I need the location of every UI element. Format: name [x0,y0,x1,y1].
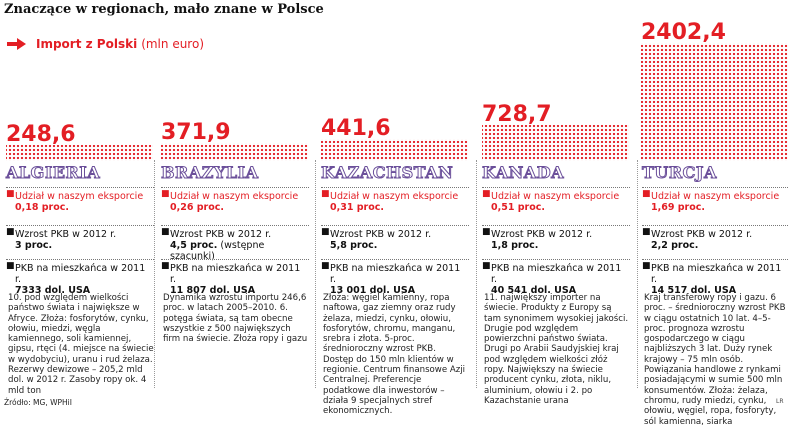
gdp-per-capita-value: 11 807 dol. USA [170,285,256,296]
gdp-per-capita-value: 13 001 dol. USA [330,285,416,296]
gdp-per-capita-label: PKB na mieszkańca w 2011 r. [330,263,461,285]
bar-kazachstan [321,139,468,161]
bar-turcja [641,43,788,161]
export-share-label: Udział w naszym eksporcie [15,191,144,202]
export-share-label: Udział w naszym eksporcie [330,191,459,202]
gdp-per-capita-label: PKB na mieszkańca w 2011 r. [491,263,622,285]
square-bullet-icon: ■ [161,189,170,199]
gdp-per-capita-block: ■ PKB na mieszkańca w 2011 r. 14 517 dol. … [642,259,788,296]
square-bullet-icon: ■ [642,261,651,271]
gdp-growth-value: 2,2 proc. [651,240,699,251]
bar-value-label: 2402,4 [641,20,726,45]
gdp-growth-block: ■ Wzrost PKB w 2012 r. 1,8 proc. [482,225,630,259]
arrow-right-icon [7,38,26,50]
square-bullet-icon: ■ [321,261,330,271]
gdp-per-capita-block: ■ PKB na mieszkańca w 2011 r. 7333 dol. US… [6,259,154,296]
bar-value-label: 441,6 [321,116,391,141]
square-bullet-icon: ■ [6,261,15,271]
bar-algieria [6,145,153,161]
column-separator [154,160,155,388]
gdp-growth-block: ■ Wzrost PKB w 2012 r. 2,2 proc. [642,225,788,259]
square-bullet-icon: ■ [642,189,651,199]
gdp-growth-block: ■ Wzrost PKB w 2012 r. 3 proc. [6,225,154,259]
country-name: TURCJA [642,163,717,183]
country-name: BRAZYLIA [161,163,259,183]
square-bullet-icon: ■ [321,227,330,237]
export-share-value: 0,26 proc. [170,202,224,213]
country-description: Kraj transferowy ropy i gazu. 6 proc. – … [644,293,786,427]
gdp-growth-note: (wstępne szacunki) [170,240,265,262]
gdp-per-capita-label: PKB na mieszkańca w 2011 r. [651,263,782,285]
gdp-growth-block: ■ Wzrost PKB w 2012 r. 5,8 proc. [321,225,469,259]
export-share-value: 0,18 proc. [15,202,69,213]
bar-value-label: 248,6 [6,122,76,147]
country-name: ALGIERIA [6,163,101,183]
country-description: 10. pod względem wielkości państwo świat… [8,293,154,396]
country-name: KANADA [482,163,565,183]
export-share-block: ■ Udział w naszym eksporcie 0,26 proc. [161,187,309,225]
gdp-per-capita-block: ■ PKB na mieszkańca w 2011 r. 40 541 dol. … [482,259,630,296]
credit: LR [776,398,784,405]
square-bullet-icon: ■ [161,261,170,271]
gdp-per-capita-label: PKB na mieszkańca w 2011 r. [15,263,146,285]
country-column: BRAZYLIA ■ Udział w naszym eksporcie 0,26 p… [161,163,309,344]
gdp-growth-label: Wzrost PKB w 2012 r. [170,229,272,240]
country-column: ALGIERIA ■ Udział w naszym eksporcie 0,18 p… [6,163,154,396]
country-description: Złoża: węgiel kamienny, ropa naftowa, ga… [323,293,466,417]
gdp-growth-value: 1,8 proc. [491,240,539,251]
chart-title: Znaczące w regionach, mało znane w Polsc… [4,2,324,17]
country-column: KAZACHSTAN ■ Udział w naszym eksporcie 0,31… [321,163,469,417]
legend-label: Import z Polski [36,37,138,51]
square-bullet-icon: ■ [482,189,491,199]
export-share-block: ■ Udział w naszym eksporcie 0,51 proc. [482,187,630,225]
gdp-growth-value: 4,5 proc. [170,240,218,251]
gdp-per-capita-block: ■ PKB na mieszkańca w 2011 r. 11 807 dol. … [161,259,309,296]
gdp-growth-label: Wzrost PKB w 2012 r. [491,229,593,240]
export-share-label: Udział w naszym eksporcie [651,191,780,202]
export-share-label: Udział w naszym eksporcie [170,191,299,202]
square-bullet-icon: ■ [6,227,15,237]
gdp-per-capita-block: ■ PKB na mieszkańca w 2011 r. 13 001 dol. … [321,259,469,296]
export-share-block: ■ Udział w naszym eksporcie 0,31 proc. [321,187,469,225]
bar-value-label: 371,9 [161,120,231,145]
country-description: Dynamika wzrostu importu 246,6 proc. w l… [163,293,308,345]
gdp-per-capita-value: 14 517 dol. USA [651,285,737,296]
gdp-per-capita-value: 40 541 dol. USA [491,285,577,296]
bar-kanada [482,125,629,161]
column-separator [476,160,477,388]
gdp-per-capita-label: PKB na mieszkańca w 2011 r. [170,263,301,285]
column-separator [637,160,638,388]
square-bullet-icon: ■ [161,227,170,237]
gdp-growth-block: ■ Wzrost PKB w 2012 r. 4,5 proc. (wstępne … [161,225,309,262]
export-share-block: ■ Udział w naszym eksporcie 1,69 proc. [642,187,788,225]
square-bullet-icon: ■ [642,227,651,237]
gdp-growth-label: Wzrost PKB w 2012 r. [15,229,117,240]
export-share-value: 0,31 proc. [330,202,384,213]
country-column: TURCJA ■ Udział w naszym eksporcie 1,69 pro… [642,163,788,427]
gdp-growth-value: 5,8 proc. [330,240,378,251]
column-separator [315,160,316,388]
gdp-per-capita-value: 7333 dol. USA [15,285,91,296]
bar-value-label: 728,7 [482,102,552,127]
gdp-growth-label: Wzrost PKB w 2012 r. [651,229,753,240]
legend-unit: (mln euro) [141,37,204,51]
gdp-growth-label: Wzrost PKB w 2012 r. [330,229,432,240]
country-column: KANADA ■ Udział w naszym eksporcie 0,51 pro… [482,163,630,406]
bar-chart: 248,6 371,9 441,6 728,7 2402,4 [6,20,788,161]
export-share-value: 0,51 proc. [491,202,545,213]
square-bullet-icon: ■ [482,261,491,271]
export-share-label: Udział w naszym eksporcie [491,191,620,202]
country-description: 11. największy importer na świecie. Prod… [484,293,629,406]
bar-brazylia [161,143,308,161]
square-bullet-icon: ■ [6,189,15,199]
gdp-growth-value: 3 proc. [15,240,53,251]
source-note: Źródło: MG, WPHiI [4,398,72,407]
square-bullet-icon: ■ [482,227,491,237]
export-share-value: 1,69 proc. [651,202,705,213]
country-name: KAZACHSTAN [321,163,454,183]
square-bullet-icon: ■ [321,189,330,199]
export-share-block: ■ Udział w naszym eksporcie 0,18 proc. [6,187,154,225]
legend: Import z Polski (mln euro) [6,36,204,52]
